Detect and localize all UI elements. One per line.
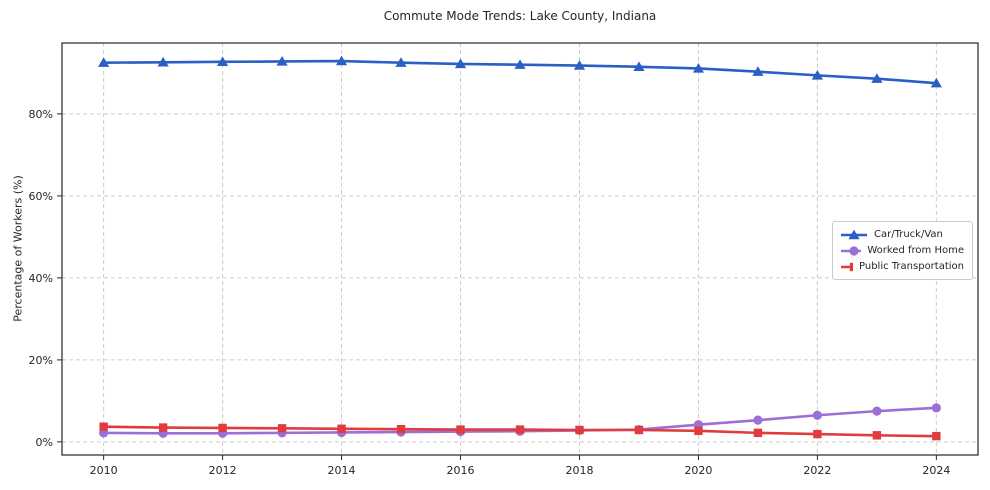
marker-car-truck-van-2016 (454, 58, 467, 69)
x-tick-label-2018: 2018 (565, 464, 593, 477)
marker-public-transportation-2015 (396, 424, 406, 434)
marker-car-truck-van-2017 (514, 59, 526, 69)
series-car-truck-van (98, 55, 942, 88)
y-tick-label-20: 20% (29, 354, 53, 367)
marker-public-transportation-2017 (515, 425, 525, 434)
x-tick-label-2010: 2010 (90, 464, 118, 477)
marker-public-transportation-2011 (158, 423, 168, 432)
marker-worked-from-home-2022 (812, 410, 823, 420)
marker-public-transportation-2024 (932, 431, 941, 441)
x-tick-label-2022: 2022 (803, 464, 831, 477)
marker-public-transportation-2010 (99, 422, 108, 431)
marker-car-truck-van-2020 (692, 63, 705, 73)
marker-car-truck-van-2024 (930, 77, 942, 88)
marker-car-truck-van-2011 (157, 56, 169, 67)
legend-sample-circle-icon (841, 245, 862, 256)
marker-car-truck-van-2021 (752, 66, 764, 76)
legend-item-worked-from-home: Worked from Home (840, 244, 964, 257)
legend-marker-public-transportation (849, 262, 854, 271)
x-tick-label-2014: 2014 (328, 464, 356, 477)
marker-car-truck-van-2023 (871, 73, 883, 83)
marker-car-truck-van-2022 (811, 69, 824, 80)
legend-marker-car-truck-van (848, 229, 860, 239)
marker-car-truck-van-2018 (573, 60, 586, 70)
marker-public-transportation-2023 (872, 431, 882, 440)
marker-public-transportation-2013 (277, 424, 287, 433)
marker-worked-from-home-2024 (931, 403, 941, 413)
y-tick-label-60: 60% (29, 190, 53, 203)
legend-item-car-truck-van: Car/Truck/Van (840, 228, 964, 241)
marker-public-transportation-2019 (634, 425, 644, 435)
marker-public-transportation-2012 (218, 423, 227, 433)
marker-public-transportation-2021 (753, 428, 763, 438)
marker-public-transportation-2020 (694, 426, 703, 436)
marker-public-transportation-2014 (337, 424, 346, 433)
y-tick-label-40: 40% (29, 272, 53, 285)
marker-car-truck-van-2019 (633, 61, 645, 71)
legend-item-public-transportation: Public Transportation (840, 260, 964, 273)
x-tick-label-2024: 2024 (922, 464, 950, 477)
x-tick-label-2016: 2016 (447, 464, 475, 477)
x-tick-label-2012: 2012 (209, 464, 237, 477)
legend-sample-triangle-icon (841, 229, 867, 239)
marker-car-truck-van-2015 (395, 57, 407, 67)
legend-label: Worked from Home (867, 245, 964, 256)
marker-public-transportation-2016 (456, 425, 465, 434)
marker-car-truck-van-2010 (98, 57, 110, 67)
legend: Car/Truck/Van Worked from Home Public Tr… (832, 221, 973, 280)
marker-car-truck-van-2013 (276, 56, 288, 66)
y-tick-label-80: 80% (29, 108, 53, 121)
legend-label: Public Transportation (859, 261, 964, 272)
marker-worked-from-home-2023 (872, 406, 882, 416)
marker-car-truck-van-2012 (216, 56, 229, 67)
plot-border (61, 42, 979, 456)
marker-public-transportation-2018 (575, 425, 584, 435)
legend-label: Car/Truck/Van (874, 229, 943, 240)
series-public-transportation (99, 422, 941, 441)
legend-sample-square-icon (841, 262, 854, 271)
y-tick-label-0: 0% (36, 436, 53, 449)
legend-marker-worked-from-home (849, 245, 859, 256)
x-tick-label-2020: 2020 (684, 464, 712, 477)
marker-car-truck-van-2014 (335, 55, 348, 66)
marker-public-transportation-2022 (813, 429, 822, 439)
chart-title: Commute Mode Trends: Lake County, Indian… (383, 9, 657, 23)
marker-worked-from-home-2021 (753, 415, 763, 425)
